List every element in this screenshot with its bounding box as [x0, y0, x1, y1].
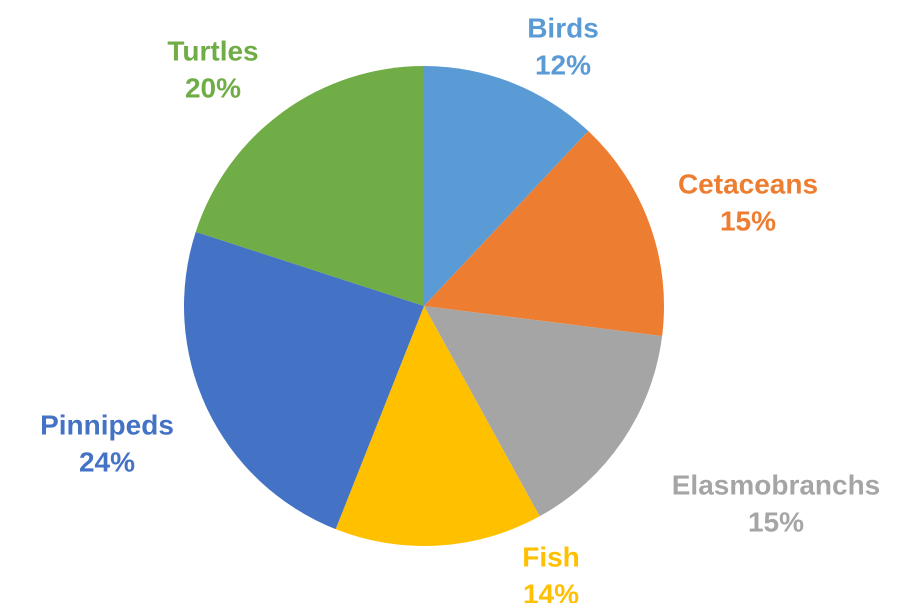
- pie-slice-pinnipeds: [184, 231, 424, 530]
- pie-slice-elasmobranchs: [424, 306, 663, 517]
- slice-label-elasmobranchs: Elasmobranchs: [672, 469, 881, 500]
- pie-slice-birds: [424, 66, 589, 306]
- slice-percent-elasmobranchs: 15%: [748, 506, 804, 537]
- slice-percent-pinnipeds: 24%: [79, 446, 135, 477]
- slice-label-pinnipeds: Pinnipeds: [40, 409, 174, 440]
- slice-percent-cetaceans: 15%: [720, 205, 776, 236]
- slice-label-fish: Fish: [522, 541, 580, 572]
- slice-percent-birds: 12%: [535, 49, 591, 80]
- slice-percent-fish: 14%: [523, 578, 579, 603]
- slice-percent-turtles: 20%: [185, 72, 241, 103]
- slice-label-cetaceans: Cetaceans: [678, 168, 818, 199]
- pie-slice-turtles: [195, 66, 424, 306]
- slice-label-turtles: Turtles: [167, 35, 258, 66]
- pie-labels: Birds 12% Cetaceans 15% Elasmobranchs 15% Fish…: [40, 12, 880, 603]
- pie-slices: [184, 66, 665, 547]
- slice-label-birds: Birds: [527, 12, 599, 43]
- pie-slice-cetaceans: [424, 131, 665, 337]
- pie-slice-fish: [335, 306, 540, 547]
